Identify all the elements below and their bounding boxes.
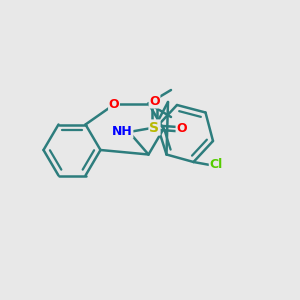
Text: S: S <box>149 121 160 134</box>
Text: O: O <box>176 122 187 136</box>
Text: Cl: Cl <box>209 158 223 172</box>
Text: O: O <box>149 95 160 108</box>
Text: O: O <box>109 98 119 112</box>
Text: NH: NH <box>112 125 133 138</box>
